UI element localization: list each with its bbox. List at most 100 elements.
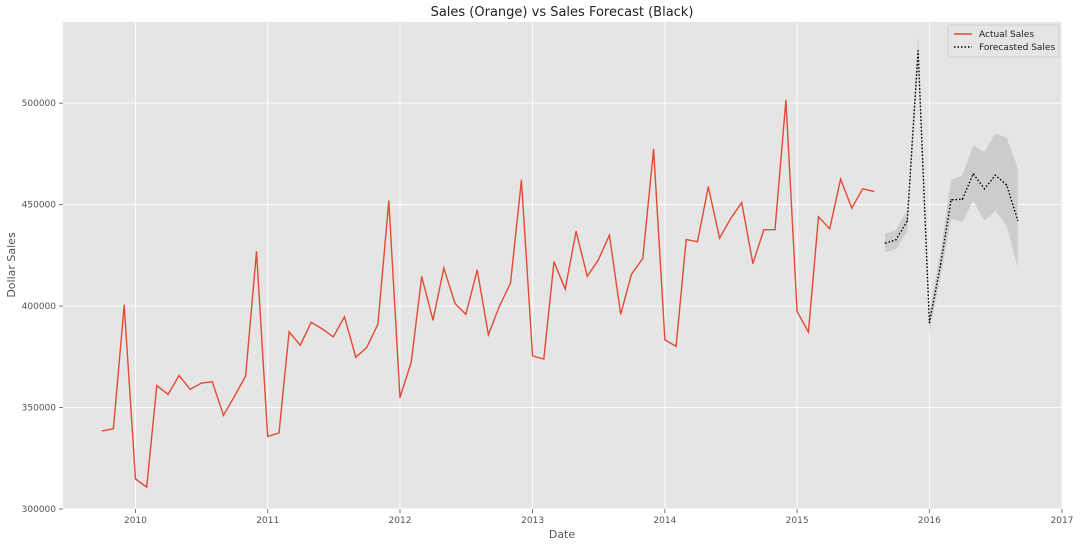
legend: Actual Sales Forecasted Sales xyxy=(947,24,1060,58)
data-points xyxy=(101,50,1019,488)
legend-box xyxy=(947,24,1060,58)
chart-title: Sales (Orange) vs Sales Forecast (Black) xyxy=(431,5,694,20)
actual-sales-point xyxy=(167,393,169,395)
actual-sales-point xyxy=(520,179,522,181)
actual-sales-point xyxy=(310,321,312,323)
actual-sales-point xyxy=(432,319,434,321)
actual-sales-point xyxy=(454,303,456,305)
x-tick-label-2013: 2013 xyxy=(521,516,544,526)
actual-sales-point xyxy=(112,428,114,430)
actual-sales-point xyxy=(630,273,633,275)
forecasted-sales-point xyxy=(917,50,919,52)
forecasted-sales-point xyxy=(928,322,930,324)
actual-sales-point xyxy=(553,261,555,263)
forecasted-sales-point xyxy=(906,220,908,222)
actual-sales-point xyxy=(487,334,489,336)
actual-sales-point xyxy=(410,361,412,363)
y-tick-label-400000: 400000 xyxy=(22,302,57,312)
y-axis-ticks: 300000 350000 400000 450000 500000 xyxy=(22,99,63,515)
actual-sales-point xyxy=(278,432,280,434)
actual-sales-point xyxy=(774,228,776,231)
actual-sales-point xyxy=(785,99,787,101)
legend-label-actual-sales: Actual Sales xyxy=(979,30,1034,40)
actual-sales-point xyxy=(620,313,622,315)
actual-sales-point xyxy=(443,267,445,269)
x-axis-ticks: 2010 2011 2012 2013 2014 2015 2016 2017 xyxy=(124,509,1073,526)
actual-sales-point xyxy=(564,288,566,290)
forecasted-sales-point xyxy=(950,199,952,201)
actual-sales-point xyxy=(189,388,191,390)
forecasted-sales-point xyxy=(972,173,974,175)
forecast-confidence-interval xyxy=(885,36,1018,333)
actual-sales-point xyxy=(332,336,334,338)
actual-sales-point xyxy=(586,275,588,277)
legend-label-forecasted-sales: Forecasted Sales xyxy=(979,43,1055,53)
actual-sales-point xyxy=(741,201,743,204)
actual-sales-point xyxy=(675,345,677,347)
actual-sales-point xyxy=(796,310,798,312)
actual-sales-point xyxy=(829,228,831,230)
actual-sales-point xyxy=(343,316,346,318)
y-tick-label-350000: 350000 xyxy=(22,404,57,414)
forecasted-sales-point xyxy=(1017,219,1019,222)
plot-background xyxy=(63,22,1062,509)
forecasted-sales-point xyxy=(884,242,886,244)
actual-sales-point xyxy=(321,328,324,330)
actual-sales-point xyxy=(178,374,180,377)
x-tick-label-2012: 2012 xyxy=(389,516,412,526)
actual-sales-point xyxy=(123,304,125,306)
actual-sales-point xyxy=(299,344,301,346)
actual-sales-point xyxy=(840,178,842,180)
actual-sales-point xyxy=(498,305,500,308)
actual-sales-point xyxy=(134,478,137,480)
actual-sales-point xyxy=(575,230,577,233)
x-tick-label-2017: 2017 xyxy=(1051,516,1074,526)
actual-sales-point xyxy=(421,276,423,278)
actual-sales-point xyxy=(222,414,225,416)
actual-sales-point xyxy=(851,207,853,209)
actual-sales-point xyxy=(288,331,290,333)
x-tick-label-2011: 2011 xyxy=(256,516,279,526)
grid-lines xyxy=(63,22,1063,510)
actual-sales-point xyxy=(707,186,709,188)
forecasted-sales-point xyxy=(961,198,963,200)
forecasted-sales-point xyxy=(1005,184,1008,186)
actual-sales-point xyxy=(608,234,611,236)
y-tick-label-300000: 300000 xyxy=(22,505,57,515)
forecasted-sales-point xyxy=(994,174,996,176)
actual-sales-point xyxy=(267,435,269,438)
actual-sales-point xyxy=(101,430,103,432)
actual-sales-point xyxy=(752,262,754,265)
actual-sales-point xyxy=(597,259,599,261)
forecasted-sales-point xyxy=(940,263,942,266)
y-axis-label: Dollar Sales xyxy=(5,232,18,298)
x-tick-label-2015: 2015 xyxy=(786,516,809,526)
actual-sales-point xyxy=(476,269,478,271)
actual-sales-point xyxy=(873,190,875,193)
actual-sales-point xyxy=(156,385,158,387)
x-axis-label: Date xyxy=(549,528,576,541)
actual-sales-point xyxy=(653,148,655,150)
actual-sales-point xyxy=(685,238,687,241)
actual-sales-point xyxy=(696,241,699,243)
actual-sales-point xyxy=(377,323,379,325)
actual-sales-point xyxy=(642,257,644,259)
actual-sales-point xyxy=(862,188,864,190)
actual-sales-point xyxy=(532,355,534,357)
actual-sales-point xyxy=(399,396,401,399)
x-tick-label-2016: 2016 xyxy=(918,516,941,526)
x-tick-label-2014: 2014 xyxy=(653,516,676,526)
actual-sales-point xyxy=(211,381,213,383)
actual-sales-point xyxy=(355,356,357,358)
actual-sales-point xyxy=(465,313,467,316)
actual-sales-point xyxy=(200,382,202,384)
actual-sales-point xyxy=(255,251,258,253)
actual-sales-point xyxy=(366,347,368,349)
actual-sales-point xyxy=(729,218,732,220)
actual-sales-point xyxy=(146,486,148,488)
actual-sales-point xyxy=(807,331,809,333)
actual-sales-point xyxy=(543,358,545,360)
actual-sales-point xyxy=(763,229,765,231)
actual-sales-point xyxy=(388,200,390,202)
